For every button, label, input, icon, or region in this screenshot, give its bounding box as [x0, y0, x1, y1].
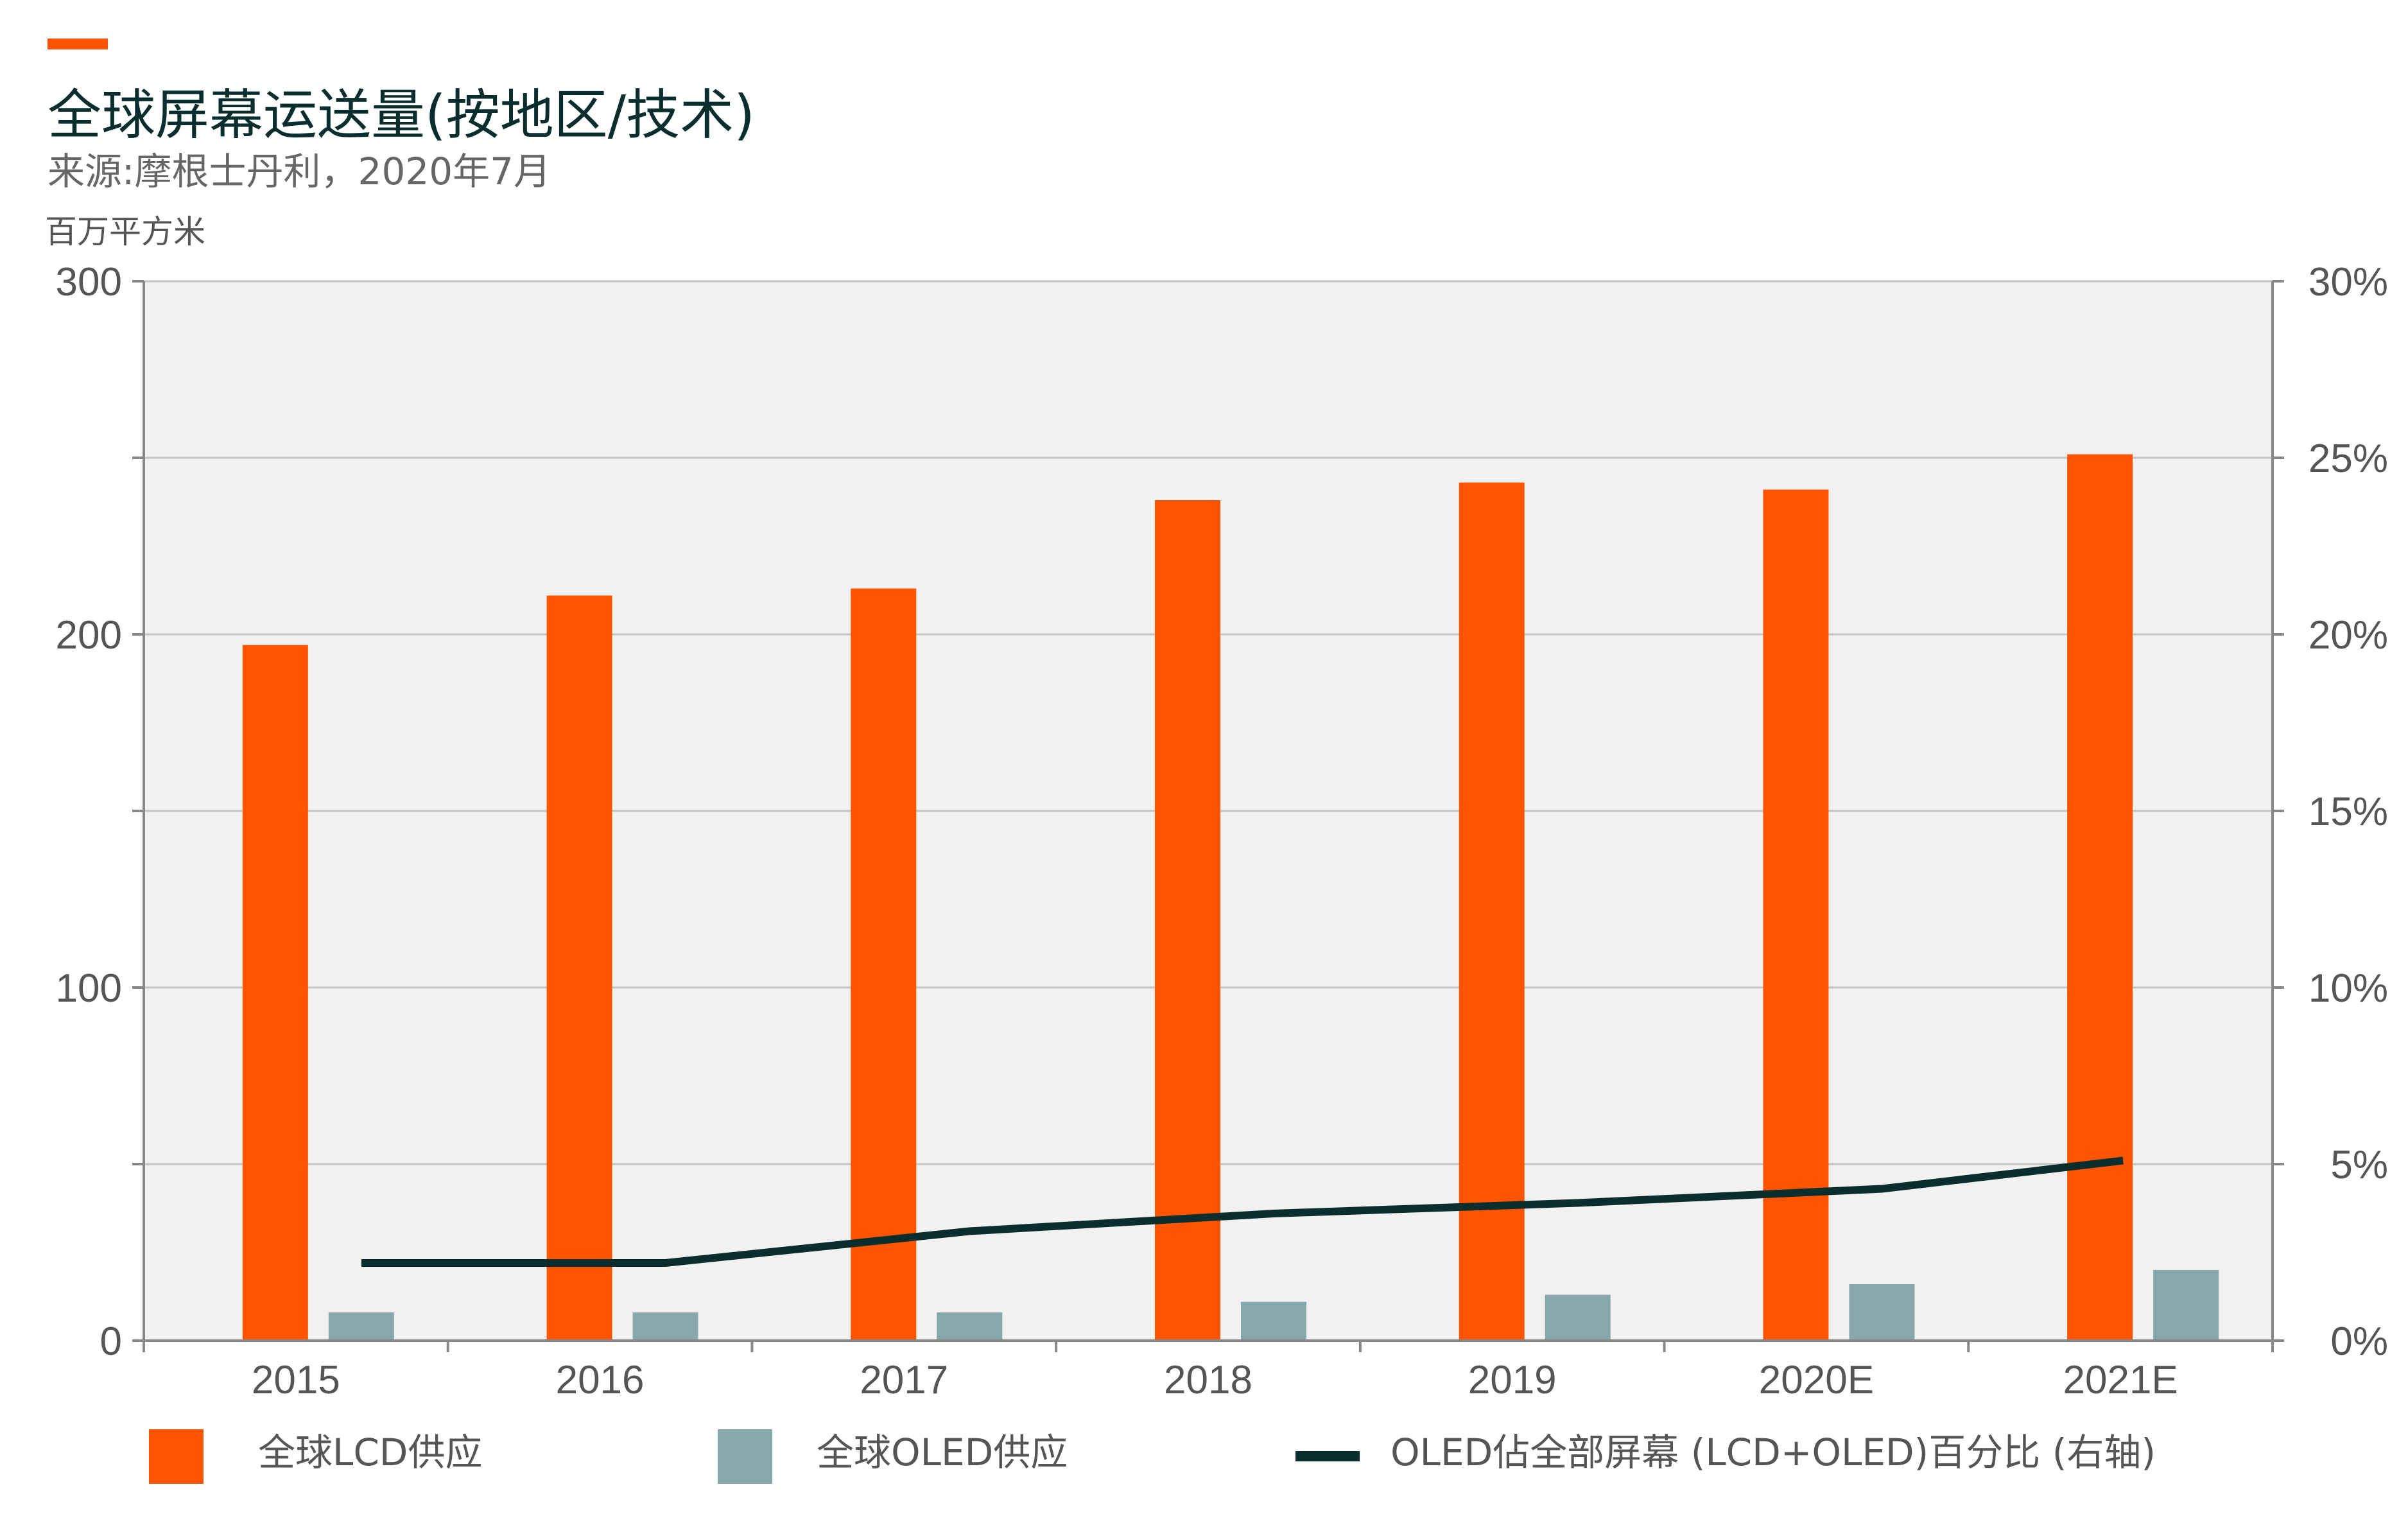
bars [242, 454, 2219, 1341]
oled-bar [1849, 1284, 1915, 1341]
y-left-tick-label: 300 [56, 260, 122, 304]
axes: 300 200 100 0 30% 25% 20% 15% 10% 5% 0% 2015 2016 201… [56, 260, 2388, 1402]
y-right-tick-label: 15% [2308, 790, 2388, 834]
y-right-tick-label: 30% [2308, 260, 2388, 304]
oled-bar [937, 1312, 1003, 1341]
legend-line-label: OLED佔全部屏幕 (LCD+OLED)百分比 (右轴) [1390, 1431, 2156, 1474]
x-tick-label: 2020E [1759, 1358, 1874, 1402]
lcd-bar [546, 595, 612, 1341]
y-right-tick-label: 25% [2308, 437, 2388, 481]
y-left-tick-label: 100 [56, 966, 122, 1011]
legend-oled-swatch [718, 1429, 772, 1484]
title-accent-bar [48, 39, 108, 49]
share-line-group [361, 1156, 2124, 1267]
y-right-tick-label: 5% [2330, 1143, 2388, 1187]
y-left-axis-label: 百万平方米 [45, 213, 205, 250]
x-tick-label: 2018 [1164, 1358, 1252, 1402]
legend-oled-label: 全球OLED供应 [817, 1431, 1068, 1474]
lcd-bar [1459, 482, 1525, 1341]
oled-bar [1545, 1294, 1611, 1341]
y-left-tick-label: 0 [100, 1319, 122, 1364]
x-tick-label: 2017 [860, 1358, 948, 1402]
y-right-tick-label: 0% [2330, 1319, 2388, 1364]
y-right-tick-label: 20% [2308, 613, 2388, 657]
lcd-bar [2067, 454, 2133, 1341]
lcd-bar [1155, 500, 1220, 1341]
lcd-bar [851, 588, 917, 1341]
x-tick-label: 2015 [252, 1358, 340, 1402]
legend: 全球LCD供应 全球OLED供应 OLED佔全部屏幕 (LCD+OLED)百分比 (… [149, 1429, 2156, 1484]
chart-source: 来源:摩根士丹利，2020年7月 [48, 150, 551, 193]
chart-title: 全球屏幕运送量(按地区/技术) [48, 83, 755, 146]
legend-lcd-swatch [149, 1429, 204, 1484]
share-line [361, 1156, 2124, 1267]
lcd-bar [1763, 489, 1829, 1341]
y-left-tick-label: 200 [56, 613, 122, 657]
oled-bar [632, 1312, 698, 1341]
oled-bar [328, 1312, 394, 1341]
oled-bar [1241, 1301, 1306, 1341]
oled-bar [2153, 1270, 2219, 1341]
y-right-tick-label: 10% [2308, 966, 2388, 1011]
x-tick-label: 2021E [2063, 1358, 2178, 1402]
lcd-bar [242, 645, 308, 1341]
x-tick-label: 2016 [556, 1358, 645, 1402]
legend-lcd-label: 全球LCD供应 [258, 1431, 482, 1474]
x-tick-label: 2019 [1468, 1358, 1557, 1402]
